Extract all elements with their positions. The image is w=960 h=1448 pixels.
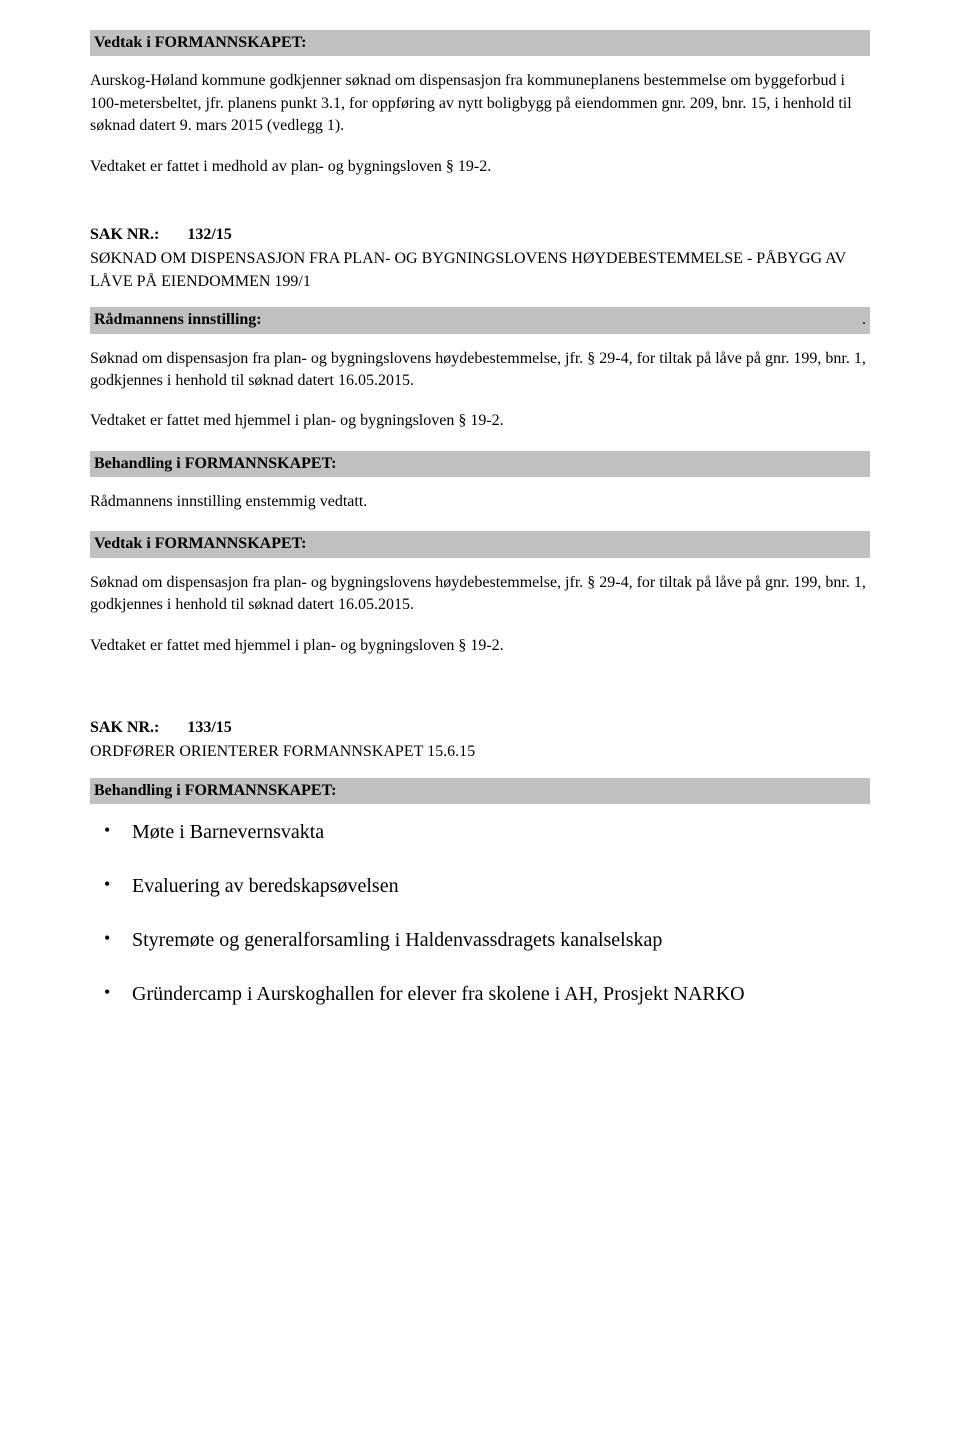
sak-number — [163, 719, 187, 736]
sak-label: SAK NR.: — [90, 719, 159, 736]
body-text: Vedtaket er fattet med hjemmel i plan- o… — [90, 635, 870, 657]
innstilling-label: Rådmannens innstilling: — [94, 311, 262, 328]
sak-number-value: 132/15 — [187, 226, 231, 243]
list-item: Møte i Barnevernsvakta — [98, 818, 870, 846]
sak-number-line: SAK NR.: 132/15 — [90, 224, 870, 246]
vedtak-header: Vedtak i FORMANNSKAPET: — [90, 30, 870, 56]
behandling-header: Behandling i FORMANNSKAPET: — [90, 451, 870, 477]
list-item: Styremøte og generalforsamling i Haldenv… — [98, 926, 870, 954]
body-text: Vedtaket er fattet med hjemmel i plan- o… — [90, 410, 870, 432]
sak-number-line: SAK NR.: 133/15 — [90, 717, 870, 739]
list-item: Evaluering av beredskapsøvelsen — [98, 872, 870, 900]
sak-label: SAK NR.: — [90, 226, 159, 243]
sak-title: ORDFØRER ORIENTERER FORMANNSKAPET 15.6.1… — [90, 741, 870, 763]
bullet-list: Møte i Barnevernsvakta Evaluering av ber… — [90, 818, 870, 1008]
sak-title: SØKNAD OM DISPENSASJON FRA PLAN- OG BYGN… — [90, 248, 870, 293]
vedtak-header: Vedtak i FORMANNSKAPET: — [90, 531, 870, 557]
sak-number-value: 133/15 — [187, 719, 231, 736]
behandling-header: Behandling i FORMANNSKAPET: — [90, 778, 870, 804]
list-item: Gründercamp i Aurskoghallen for elever f… — [98, 980, 870, 1008]
sak-number — [163, 226, 187, 243]
body-text: Søknad om dispensasjon fra plan- og bygn… — [90, 572, 870, 617]
trailing-dot: . — [862, 309, 866, 331]
body-text: Vedtaket er fattet i medhold av plan- og… — [90, 156, 870, 178]
body-text: Søknad om dispensasjon fra plan- og bygn… — [90, 348, 870, 393]
body-text: Rådmannens innstilling enstemmig vedtatt… — [90, 491, 870, 513]
body-text: Aurskog-Høland kommune godkjenner søknad… — [90, 70, 870, 137]
innstilling-header: Rådmannens innstilling:. — [90, 307, 870, 333]
